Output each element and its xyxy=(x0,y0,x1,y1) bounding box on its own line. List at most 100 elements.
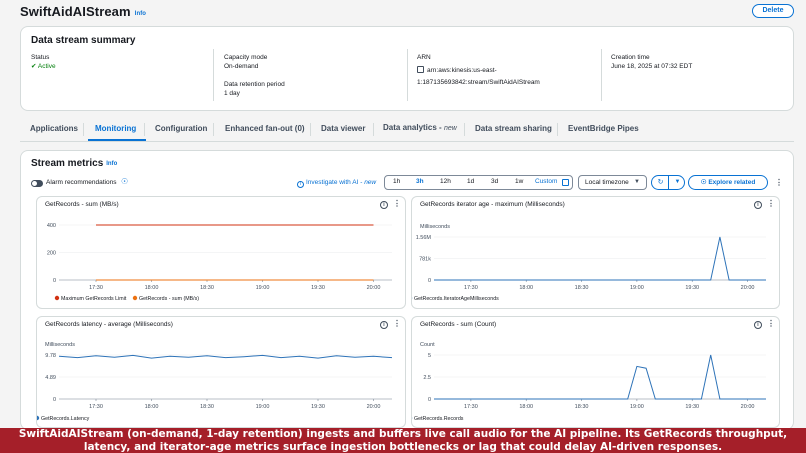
series-line xyxy=(434,236,766,281)
tab-applications[interactable]: Applications xyxy=(30,124,79,133)
chart-iterator-age: GetRecords iterator age - maximum (Milli… xyxy=(411,196,780,309)
tab-new-badge: new xyxy=(443,125,457,132)
chart-svg: Count 5 2.5 0 17:30 18:00 18:30 19:00 19:30 20:00… xyxy=(412,342,766,422)
tab-configuration[interactable]: Configuration xyxy=(155,124,208,133)
tab-divider xyxy=(464,123,465,136)
timezone-select[interactable]: Local timezone ▼ xyxy=(578,175,647,190)
range-1w[interactable]: 1w xyxy=(515,178,524,185)
delete-button[interactable]: Delete xyxy=(752,4,794,18)
x-tick-label: 20:00 xyxy=(741,285,755,291)
chart-title: GetRecords - sum (MB/s) xyxy=(45,201,119,208)
x-tick-label: 17:30 xyxy=(464,404,478,410)
y-tick-label: 0 xyxy=(53,278,56,284)
range-1h[interactable]: 1h xyxy=(393,178,401,185)
x-tick-label: 18:00 xyxy=(519,404,533,410)
range-1d[interactable]: 1d xyxy=(467,178,475,185)
arn-line-1: arn:aws:kinesis:us-east- xyxy=(427,67,497,74)
alarm-recommendations-label: Alarm recommendations xyxy=(46,179,117,186)
refresh-icon[interactable]: ↻ xyxy=(657,179,664,186)
caption-banner: SwiftAidAIStream (on-demand, 1-day reten… xyxy=(0,428,806,453)
explore-label: Explore related xyxy=(708,179,756,186)
x-tick-label: 18:30 xyxy=(200,285,214,291)
creation-value: June 18, 2025 at 07:32 EDT xyxy=(611,63,693,70)
time-range-selector: 1h 3h 12h 1d 3d 1w Custom xyxy=(384,175,573,190)
chart-svg: 400 200 0 17:30 18:00 18:30 19:00 19:30 20:00 Max… xyxy=(47,223,392,302)
x-tick-label: 17:30 xyxy=(89,285,103,291)
info-icon[interactable]: i xyxy=(380,321,388,329)
more-options-icon[interactable]: ⋮ xyxy=(775,178,783,187)
tab-data-stream-sharing[interactable]: Data stream sharing xyxy=(475,124,552,133)
y-tick-label: 1.56M xyxy=(416,235,432,241)
explore-related-button[interactable]: ☉ Explore related xyxy=(688,175,768,190)
info-icon[interactable]: i xyxy=(754,321,762,329)
tab-enhanced-fan-out[interactable]: Enhanced fan-out (0) xyxy=(225,124,305,133)
tab-divider xyxy=(373,123,374,136)
title-info-link[interactable]: Info xyxy=(134,11,147,17)
tab-divider xyxy=(557,123,558,136)
capacity-field: Capacity mode On-demand Data retention p… xyxy=(224,53,285,98)
y-tick-label: 781k xyxy=(419,257,431,263)
x-tick-label: 20:00 xyxy=(741,404,755,410)
active-tab-indicator xyxy=(88,139,146,141)
y-axis-label: Count xyxy=(420,342,435,348)
metrics-info-link[interactable]: Info xyxy=(106,161,118,167)
tab-bar-border xyxy=(20,141,794,142)
y-tick-label: 0 xyxy=(53,397,56,403)
chart-options-icon[interactable]: ⋮ xyxy=(767,199,775,208)
arn-value: arn:aws:kinesis:us-east- xyxy=(417,66,540,75)
chart-title: GetRecords latency - average (Millisecon… xyxy=(45,321,173,328)
summary-heading: Data stream summary xyxy=(31,35,136,46)
button-divider xyxy=(668,176,669,189)
chart-options-icon[interactable]: ⋮ xyxy=(393,199,401,208)
info-icon[interactable]: i xyxy=(754,201,762,209)
y-tick-label: 5 xyxy=(428,353,431,359)
x-tick-label: 19:00 xyxy=(630,404,644,410)
tab-data-viewer[interactable]: Data viewer xyxy=(321,124,366,133)
y-axis-label: Milliseconds xyxy=(45,342,75,348)
tab-divider xyxy=(144,123,145,136)
y-tick-label: 9.78 xyxy=(45,353,56,359)
y-tick-label: 0 xyxy=(428,397,431,403)
tab-bar: Applications Monitoring Configuration En… xyxy=(20,120,794,142)
y-tick-label: 4.89 xyxy=(45,375,56,381)
info-icon[interactable]: i xyxy=(380,201,388,209)
page-header: SwiftAidAIStream Info Delete xyxy=(0,0,806,24)
chart-title: GetRecords - sum (Count) xyxy=(420,321,497,328)
tab-divider xyxy=(213,123,214,136)
caret-down-icon: ▼ xyxy=(634,179,640,185)
tab-divider xyxy=(83,123,84,136)
summary-divider xyxy=(601,49,602,101)
x-tick-label: 19:30 xyxy=(685,404,699,410)
alarm-recommendations-toggle[interactable] xyxy=(31,180,43,187)
status-text: Active xyxy=(37,63,56,70)
investigate-with-ai-link[interactable]: i Investigate with AI - new xyxy=(297,179,376,188)
metrics-heading: Stream metrics Info xyxy=(31,158,117,169)
range-custom[interactable]: Custom xyxy=(535,178,558,185)
refresh-options-caret-icon[interactable]: ▼ xyxy=(674,179,681,185)
range-3d[interactable]: 3d xyxy=(491,178,499,185)
range-12h[interactable]: 12h xyxy=(440,178,451,185)
range-3h[interactable]: 3h xyxy=(416,178,424,185)
tab-monitoring[interactable]: Monitoring xyxy=(95,124,137,133)
legend-swatch xyxy=(132,295,138,301)
chart-options-icon[interactable]: ⋮ xyxy=(393,319,401,328)
summary-divider xyxy=(407,49,408,101)
copy-icon[interactable] xyxy=(417,66,424,73)
tab-data-analytics-label: Data analytics - xyxy=(383,123,442,132)
x-tick-label: 20:00 xyxy=(367,285,381,291)
x-tick-label: 17:30 xyxy=(89,404,103,410)
series-line xyxy=(434,354,766,400)
legend-label: GetRecords.IteratorAgeMilliseconds xyxy=(414,296,499,302)
calendar-icon[interactable] xyxy=(562,179,569,186)
tab-data-analytics[interactable]: Data analytics - new xyxy=(383,123,457,132)
capacity-value: On-demand xyxy=(224,63,259,70)
arn-label: ARN xyxy=(417,54,431,61)
tab-eventbridge-pipes[interactable]: EventBridge Pipes xyxy=(568,124,639,133)
capacity-label: Capacity mode xyxy=(224,54,268,61)
y-tick-label: 2.5 xyxy=(423,375,431,381)
retention-label: Data retention period xyxy=(224,81,285,88)
x-tick-label: 18:30 xyxy=(200,404,214,410)
legend-label: GetRecords.Latency xyxy=(41,416,90,422)
chart-options-icon[interactable]: ⋮ xyxy=(767,319,775,328)
